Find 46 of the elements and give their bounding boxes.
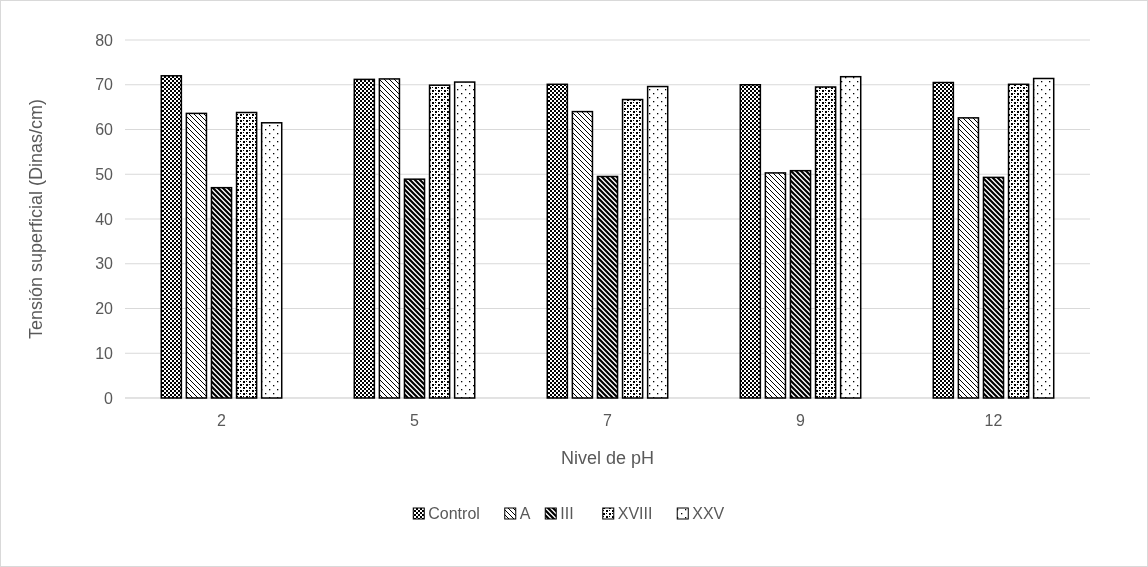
- legend-label: Control: [428, 505, 480, 522]
- bar: [353, 78, 376, 399]
- bar: [764, 172, 787, 399]
- legend-label: III: [560, 505, 574, 522]
- y-tick-label: 60: [95, 121, 114, 139]
- x-tick-label: 9: [796, 412, 806, 429]
- y-tick-label: 50: [95, 165, 114, 183]
- x-tick-label: 12: [984, 412, 1003, 429]
- x-tick-label: 7: [603, 412, 613, 429]
- y-tick-label: 20: [95, 300, 114, 318]
- bar: [957, 117, 980, 399]
- y-tick-label: 80: [95, 31, 114, 49]
- bar: [260, 122, 283, 399]
- bar: [210, 186, 233, 399]
- legend-label: A: [519, 505, 531, 522]
- bar: [403, 178, 426, 399]
- bar: [646, 85, 669, 399]
- bar: [235, 111, 258, 399]
- bar: [789, 169, 812, 399]
- bar: [160, 75, 183, 399]
- bar: [453, 81, 476, 399]
- legend-label: XXV: [692, 505, 725, 522]
- bar: [596, 175, 619, 399]
- bar: [1032, 77, 1055, 399]
- bar: [185, 112, 208, 399]
- bar: [814, 86, 837, 399]
- y-tick-label: 10: [95, 344, 114, 362]
- bar: [839, 75, 862, 399]
- y-axis-title: Tensión superficial (Dinas/cm): [26, 98, 46, 340]
- y-tick-label: 0: [104, 389, 114, 407]
- bar: [378, 78, 401, 399]
- x-tick-label: 2: [217, 412, 227, 429]
- bar: [428, 84, 451, 399]
- x-axis-title: Nivel de pH: [560, 448, 655, 468]
- bar: [982, 176, 1005, 399]
- bar: [546, 83, 569, 399]
- bar: [1007, 83, 1030, 399]
- bar: [739, 84, 762, 399]
- bar: [571, 110, 594, 399]
- legend-label: XVIII: [617, 505, 653, 522]
- y-tick-label: 70: [95, 76, 114, 94]
- y-tick-label: 40: [95, 210, 114, 228]
- y-tick-label: 30: [95, 255, 114, 273]
- bar: [621, 98, 644, 399]
- bar: [932, 81, 955, 399]
- x-tick-label: 5: [410, 412, 420, 429]
